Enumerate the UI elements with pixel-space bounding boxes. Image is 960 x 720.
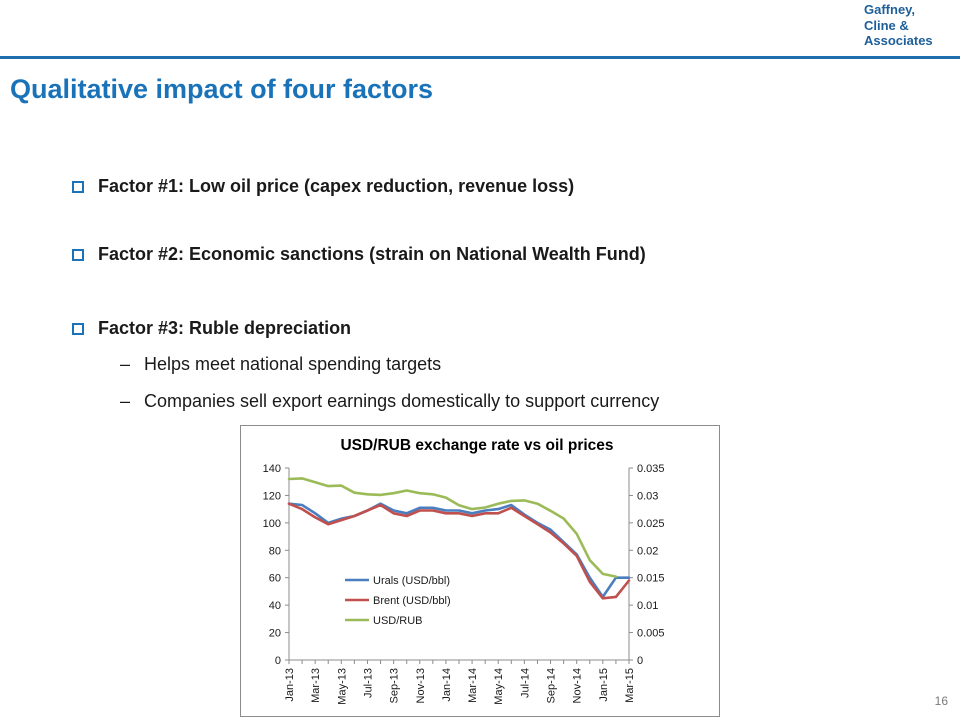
dash-icon: – <box>120 391 131 411</box>
checkbox-icon <box>72 322 84 335</box>
x-tick-label: Sep-13 <box>389 668 401 703</box>
sub-bullet-item: – Companies sell export earnings domestic… <box>120 391 659 412</box>
slide-title: Qualitative impact of four factors <box>10 74 434 104</box>
right-tick-label: 0.035 <box>637 463 665 475</box>
series-line <box>287 502 631 599</box>
logo-line-2: Cline & <box>864 17 909 33</box>
exchange-rate-chart: USD/RUB exchange rate vs oil prices 0 20 4… <box>240 425 720 717</box>
x-tick-label: Mar-13 <box>310 668 322 703</box>
x-tick-label: Jan-13 <box>284 668 296 702</box>
right-tick-label: 0.03 <box>637 490 658 502</box>
right-tick-label: 0.01 <box>637 600 658 612</box>
left-tick-label: 40 <box>269 600 281 612</box>
right-tick-label: 0.015 <box>637 573 665 585</box>
series-line <box>287 477 618 578</box>
header-rule <box>0 56 960 59</box>
bullet-text: Factor #2: Economic sanctions (strain on… <box>98 244 646 264</box>
company-logo: Gaffney, Cline & Associates <box>864 2 956 56</box>
right-tick-label: 0.025 <box>637 518 665 530</box>
x-tick-label: Jul-14 <box>519 668 531 698</box>
legend-entry: Brent (USD/bbl) <box>373 595 451 607</box>
left-tick-label: 0 <box>275 655 281 667</box>
left-tick-label: 100 <box>263 518 281 530</box>
x-tick-label: Jul-13 <box>362 668 374 698</box>
chart-canvas: USD/RUB exchange rate vs oil prices 0 20 4… <box>263 437 665 705</box>
left-tick-label: 20 <box>269 628 281 640</box>
sub-bullet-text: Companies sell export earnings domestica… <box>144 391 660 411</box>
x-tick-label: Jan-14 <box>441 668 453 702</box>
legend-entry: Urals (USD/bbl) <box>373 575 450 587</box>
right-tick-label: 0 <box>637 655 643 667</box>
sub-bullet-text: Helps meet national spending targets <box>144 354 442 374</box>
chart-axes: 0 20 40 60 80 100 120 140 0 0.005 0.01 0.015 0.02 0.0… <box>263 463 665 705</box>
sub-bullet-item: – Helps meet national spending targets <box>120 354 441 375</box>
logo-line-1: Gaffney, <box>864 2 916 17</box>
series-line <box>287 502 631 600</box>
x-tick-label: Nov-13 <box>415 668 427 703</box>
bullet-text: Factor #1: Low oil price (capex reductio… <box>98 176 575 196</box>
left-tick-label: 140 <box>263 463 281 475</box>
right-tick-label: 0.02 <box>637 545 658 557</box>
bullet-text: Factor #3: Ruble depreciation <box>98 318 352 338</box>
checkbox-icon <box>72 248 84 261</box>
x-tick-label: Mar-15 <box>624 668 636 703</box>
x-tick-label: May-13 <box>336 668 348 705</box>
chart-title: USD/RUB exchange rate vs oil prices <box>340 437 613 454</box>
bullet-item: Factor #1: Low oil price (capex reductio… <box>72 176 574 197</box>
x-tick-label: Mar-14 <box>467 668 479 703</box>
x-tick-label: Jan-15 <box>598 668 610 702</box>
chart-series <box>287 477 631 600</box>
logo-line-3: Associates <box>864 33 933 48</box>
page-number: 16 <box>934 694 948 708</box>
left-tick-label: 120 <box>263 490 281 502</box>
left-tick-label: 60 <box>269 573 281 585</box>
left-tick-label: 80 <box>269 545 281 557</box>
right-tick-label: 0.005 <box>637 628 665 640</box>
checkbox-icon <box>72 180 84 193</box>
dash-icon: – <box>120 354 131 374</box>
bullet-item: Factor #3: Ruble depreciation <box>72 318 351 339</box>
x-tick-label: Nov-14 <box>572 668 584 703</box>
x-tick-label: May-14 <box>493 668 505 705</box>
x-tick-label: Sep-14 <box>546 668 558 703</box>
bullet-item: Factor #2: Economic sanctions (strain on… <box>72 244 646 265</box>
legend-entry: USD/RUB <box>373 615 423 627</box>
chart-legend: Urals (USD/bbl) Brent (USD/bbl) USD/RUB <box>345 575 451 627</box>
